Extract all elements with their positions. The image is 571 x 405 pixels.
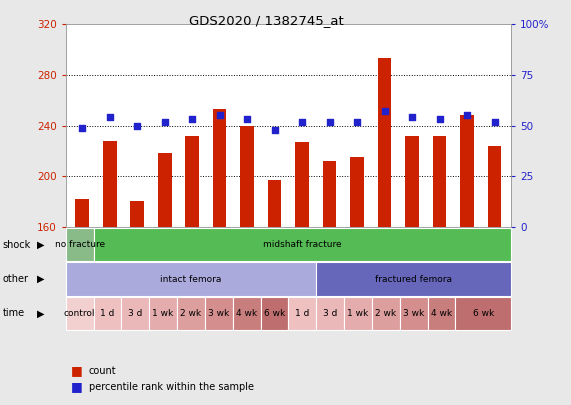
Text: 1 d: 1 d [295, 309, 309, 318]
Point [243, 116, 252, 123]
Bar [456, 297, 511, 330]
Text: GDS2020 / 1382745_at: GDS2020 / 1382745_at [188, 14, 344, 27]
Text: ▶: ▶ [37, 240, 45, 249]
Point [187, 116, 196, 123]
Bar [94, 297, 122, 330]
Bar [66, 262, 316, 296]
Bar [149, 297, 177, 330]
Point [435, 116, 444, 123]
Text: 2 wk: 2 wk [375, 309, 396, 318]
Bar [350, 157, 364, 227]
Bar [400, 297, 428, 330]
Text: 3 wk: 3 wk [403, 309, 424, 318]
Bar [372, 297, 400, 330]
Text: 4 wk: 4 wk [431, 309, 452, 318]
Text: time: time [3, 309, 25, 318]
Text: ■: ■ [71, 380, 83, 393]
Text: 1 d: 1 d [100, 309, 115, 318]
Text: 3 d: 3 d [128, 309, 142, 318]
Bar [295, 142, 309, 227]
Point [352, 118, 361, 125]
Bar [130, 202, 144, 227]
Bar [158, 153, 171, 227]
Text: control: control [64, 309, 95, 318]
Point [490, 118, 499, 125]
Text: other: other [3, 274, 29, 284]
Point [380, 108, 389, 115]
Point [463, 112, 472, 119]
Bar [428, 297, 456, 330]
Bar [66, 228, 94, 261]
Point [270, 126, 279, 133]
Text: 6 wk: 6 wk [473, 309, 494, 318]
Bar [316, 262, 511, 296]
Bar [122, 297, 149, 330]
Text: ▶: ▶ [37, 274, 45, 284]
Text: 1 wk: 1 wk [152, 309, 174, 318]
Text: 1 wk: 1 wk [347, 309, 368, 318]
Bar [260, 297, 288, 330]
Text: intact femora: intact femora [160, 275, 222, 284]
Bar [405, 136, 419, 227]
Point [105, 114, 114, 121]
Text: 4 wk: 4 wk [236, 309, 257, 318]
Point [78, 124, 87, 131]
Bar [377, 58, 392, 227]
Text: count: count [89, 366, 116, 375]
Bar [433, 136, 447, 227]
Point [160, 118, 169, 125]
Bar [316, 297, 344, 330]
Bar [233, 297, 260, 330]
Bar [205, 297, 233, 330]
Bar [488, 146, 501, 227]
Text: midshaft fracture: midshaft fracture [263, 240, 341, 249]
Bar [268, 180, 282, 227]
Text: 3 d: 3 d [323, 309, 337, 318]
Text: shock: shock [3, 240, 31, 249]
Bar [344, 297, 372, 330]
Text: percentile rank within the sample: percentile rank within the sample [89, 382, 254, 392]
Bar [177, 297, 205, 330]
Text: 2 wk: 2 wk [180, 309, 202, 318]
Bar [213, 109, 227, 227]
Bar [288, 297, 316, 330]
Text: 6 wk: 6 wk [264, 309, 285, 318]
Bar [323, 161, 336, 227]
Bar [240, 126, 254, 227]
Text: ■: ■ [71, 364, 83, 377]
Text: 3 wk: 3 wk [208, 309, 230, 318]
Bar [460, 115, 474, 227]
Text: fractured femora: fractured femora [375, 275, 452, 284]
Point [297, 118, 307, 125]
Bar [185, 136, 199, 227]
Text: ▶: ▶ [37, 309, 45, 318]
Bar [75, 199, 89, 227]
Bar [103, 141, 116, 227]
Text: no fracture: no fracture [54, 240, 104, 249]
Point [215, 112, 224, 119]
Point [325, 118, 334, 125]
Bar [66, 297, 94, 330]
Point [132, 122, 142, 129]
Point [408, 114, 417, 121]
